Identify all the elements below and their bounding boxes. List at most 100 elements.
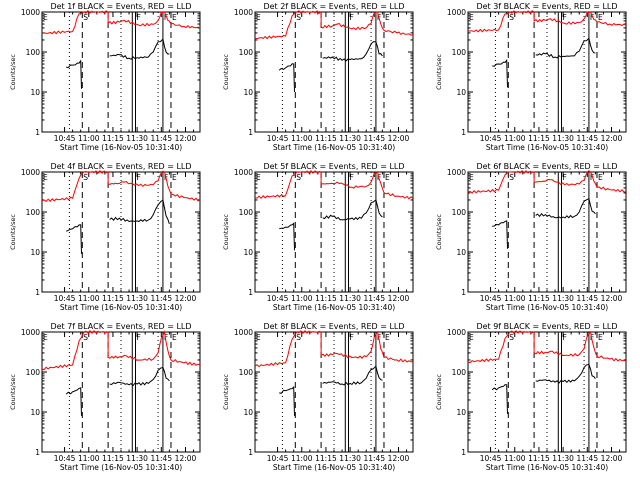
y-tick-label: 1000	[447, 328, 466, 337]
events-rate-line	[65, 224, 82, 254]
event-marker-label: E	[256, 13, 261, 22]
event-marker-label: F	[590, 333, 594, 342]
x-tick-label: 11:30	[552, 454, 574, 463]
event-marker-label: F	[164, 333, 168, 342]
x-tick-label: 11:15	[102, 454, 124, 463]
x-tick-label: 11:15	[102, 294, 124, 303]
y-tick-label: 100	[239, 48, 254, 57]
detector-panel: Det 2f BLACK = Events, RED = LLD 1 10 100 10…	[222, 2, 414, 152]
lld-rate-line	[467, 10, 627, 33]
x-tick-label: 11:00	[291, 134, 313, 143]
panel-title: Det 4f BLACK = Events, RED = LLD	[50, 162, 191, 171]
x-tick-label: 10:45	[54, 134, 76, 143]
event-marker-label: E	[43, 173, 48, 182]
y-tick-label: 100	[26, 48, 41, 57]
x-tick-label: 11:15	[102, 134, 124, 143]
x-tick-label: 11:30	[339, 454, 361, 463]
x-tick-label: 11:30	[126, 294, 148, 303]
lld-rate-line	[41, 330, 201, 371]
x-tick-label: 11:45	[576, 294, 598, 303]
x-tick-label: 11:45	[576, 134, 598, 143]
event-marker-label: F	[590, 173, 594, 182]
lld-rate-line	[41, 170, 201, 203]
lld-rate-line	[41, 10, 201, 35]
y-tick-label: 1	[248, 128, 253, 137]
x-tick-label: 11:15	[528, 134, 550, 143]
y-tick-label: 100	[452, 48, 467, 57]
lld-rate-line	[254, 330, 414, 368]
x-axis-label: Start Time (16-Nov-05 10:31:40)	[273, 303, 395, 312]
x-tick-label: 12:00	[388, 454, 410, 463]
y-tick-label: 1000	[21, 168, 40, 177]
x-tick-label: 11:00	[291, 294, 313, 303]
x-tick-label: 11:15	[315, 454, 337, 463]
detector-panel: Det 6f BLACK = Events, RED = LLD 1 10 100 10…	[435, 162, 627, 312]
y-tick-label: 100	[452, 208, 467, 217]
x-tick-label: 11:30	[126, 454, 148, 463]
x-tick-label: 10:45	[480, 454, 502, 463]
y-axis-label: Counts/sec	[222, 374, 230, 410]
x-tick-label: 11:30	[552, 134, 574, 143]
event-marker-label: S	[509, 173, 514, 182]
panel-title: Det 2f BLACK = Events, RED = LLD	[263, 2, 404, 11]
event-marker-label: F	[563, 13, 567, 22]
detector-panel: Det 9f BLACK = Events, RED = LLD 1 10 100 10…	[435, 322, 627, 472]
x-tick-label: 11:30	[552, 294, 574, 303]
x-axis-label: Start Time (16-Nov-05 10:31:40)	[486, 463, 608, 472]
event-marker-label: E	[598, 173, 603, 182]
event-marker-label: F	[137, 173, 141, 182]
x-tick-label: 10:45	[480, 294, 502, 303]
y-tick-label: 1	[35, 128, 40, 137]
event-marker-label: S	[83, 13, 88, 22]
y-axis-label: Counts/sec	[222, 214, 230, 250]
events-rate-line	[535, 197, 596, 219]
panel-title: Det 7f BLACK = Events, RED = LLD	[50, 322, 191, 331]
y-tick-label: 1000	[21, 8, 40, 17]
x-tick-label: 10:45	[267, 294, 289, 303]
detector-panel: Det 7f BLACK = Events, RED = LLD 1 10 100 10…	[9, 322, 201, 472]
y-tick-label: 1000	[234, 168, 253, 177]
events-rate-line	[535, 37, 596, 59]
event-marker-label: F	[563, 173, 567, 182]
x-tick-label: 11:15	[528, 294, 550, 303]
panel-title: Det 5f BLACK = Events, RED = LLD	[263, 162, 404, 171]
event-marker-label: E	[469, 13, 474, 22]
y-tick-label: 10	[456, 248, 466, 257]
y-axis-label: Counts/sec	[435, 54, 443, 90]
panel-title: Det 8f BLACK = Events, RED = LLD	[263, 322, 404, 331]
x-tick-label: 11:45	[150, 134, 172, 143]
panel-title: Det 9f BLACK = Events, RED = LLD	[476, 322, 617, 331]
events-rate-line	[322, 41, 383, 62]
y-tick-label: 10	[30, 408, 40, 417]
x-axis-label: Start Time (16-Nov-05 10:31:40)	[60, 143, 182, 152]
panel-title: Det 1f BLACK = Events, RED = LLD	[50, 2, 191, 11]
x-tick-label: 11:45	[150, 294, 172, 303]
events-rate-line	[535, 363, 596, 384]
y-tick-label: 10	[30, 88, 40, 97]
event-marker-label: E	[385, 173, 390, 182]
x-tick-label: 11:15	[315, 134, 337, 143]
y-tick-label: 100	[26, 368, 41, 377]
x-tick-label: 11:15	[528, 454, 550, 463]
events-rate-line	[279, 222, 295, 251]
events-rate-line	[66, 59, 82, 89]
y-tick-label: 1	[248, 448, 253, 457]
event-marker-label: S	[509, 333, 514, 342]
x-tick-label: 12:00	[601, 294, 623, 303]
lld-rate-line	[254, 170, 414, 200]
x-tick-label: 10:45	[267, 454, 289, 463]
x-tick-label: 12:00	[601, 134, 623, 143]
y-tick-label: 1000	[447, 8, 466, 17]
event-marker-label: F	[563, 333, 567, 342]
y-tick-label: 1	[461, 288, 466, 297]
x-tick-label: 12:00	[601, 454, 623, 463]
x-axis-label: Start Time (16-Nov-05 10:31:40)	[273, 463, 395, 472]
y-tick-label: 100	[239, 208, 254, 217]
x-axis-label: Start Time (16-Nov-05 10:31:40)	[273, 143, 395, 152]
event-marker-label: E	[598, 13, 603, 22]
detector-panel: Det 5f BLACK = Events, RED = LLD 1 10 100 10…	[222, 162, 414, 312]
lld-rate-line	[254, 10, 414, 40]
x-tick-label: 10:45	[54, 454, 76, 463]
event-marker-label: S	[296, 173, 301, 182]
x-tick-label: 11:00	[504, 454, 526, 463]
